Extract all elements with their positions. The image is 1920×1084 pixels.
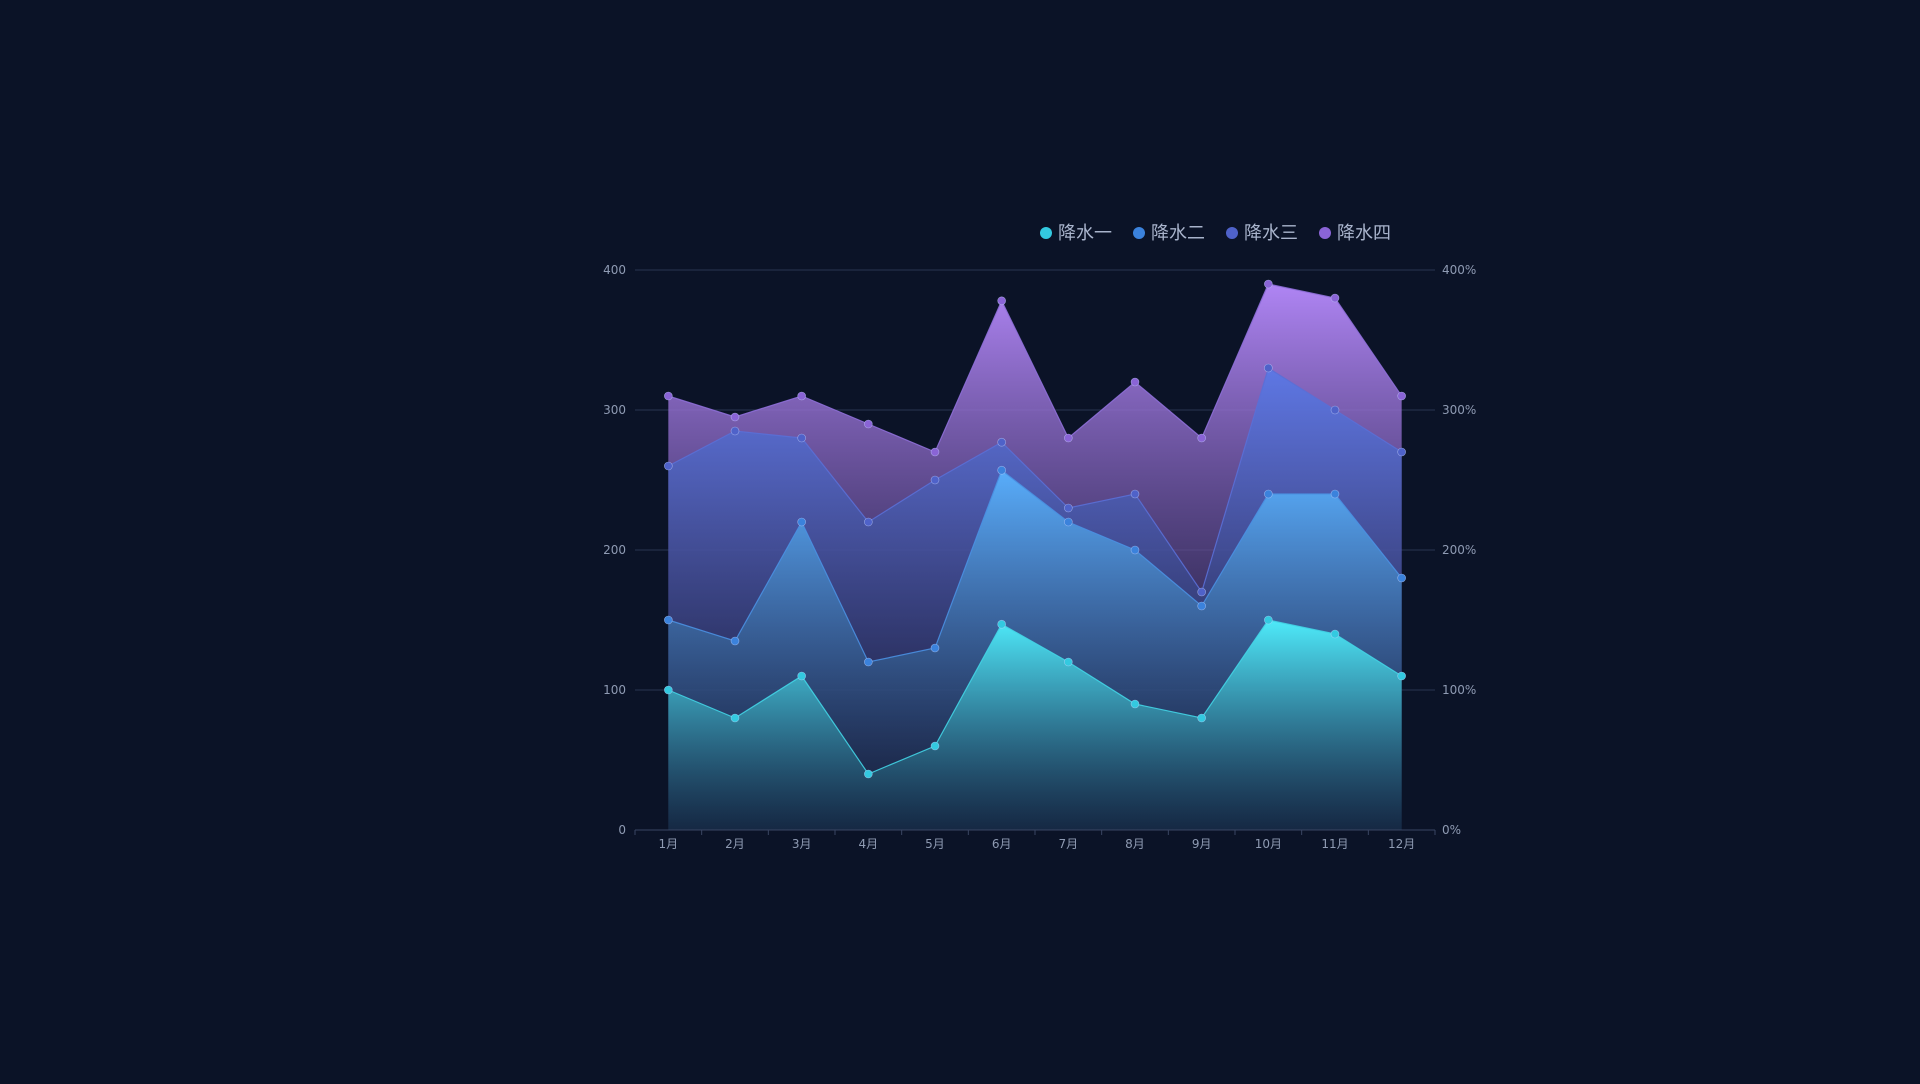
series-point [1130,699,1140,709]
legend: 降水一 降水二 降水三 降水四 [1040,223,1391,244]
series-line [668,469,1403,663]
series-point [997,465,1006,475]
series-point [664,615,673,625]
series-area [668,620,1402,830]
axes: 0 0% 100 100% 200 200% 300 300% 400 400% 1月 2月 3月 4月 5… [603,263,1476,851]
legend-marker [1226,227,1238,239]
y-left-tick-label: 200 [603,543,626,557]
series-point [1397,573,1406,583]
series-point [1064,503,1073,513]
x-tick-label: 10月 [1255,837,1282,851]
x-tick-label: 4月 [859,837,879,851]
series-point [1330,489,1340,499]
series-point [1130,545,1140,555]
y-right-tick-label: 300% [1442,403,1476,417]
y-left-tick-label: 300 [603,403,626,417]
series-point [864,517,873,527]
series-point [797,517,806,527]
series-point [1264,615,1273,625]
x-tick-label: 1月 [659,837,679,851]
x-tick-label: 12月 [1388,837,1415,851]
series-line [668,283,1403,453]
series-point [1197,601,1206,611]
legend-label: 降水一 [1058,223,1112,244]
series-line [668,367,1402,594]
y-left-tick-label: 0 [618,823,626,837]
legend-marker [1319,227,1331,239]
series-point [997,296,1006,306]
x-tick-label: 3月 [792,837,812,851]
series-line [668,619,1402,775]
series-point [1197,433,1206,443]
x-tick-label: 6月 [992,837,1012,851]
x-tick-label: 2月 [725,837,745,851]
series-point [730,713,740,723]
series-point [1197,713,1206,723]
series-point [797,391,806,401]
series-point [1330,629,1340,639]
series-point [1130,377,1140,387]
series-point [930,447,940,457]
series-point [664,391,673,401]
series-point [997,619,1006,629]
legend-marker [1133,227,1145,239]
y-right-tick-label: 100% [1442,683,1476,697]
series-point [1397,391,1406,401]
series-point [930,643,940,653]
x-tick-label: 9月 [1192,837,1212,851]
legend-label: 降水二 [1151,223,1205,244]
x-tick-label: 7月 [1059,837,1079,851]
series-point [1264,489,1273,499]
series-point [1330,293,1340,303]
series-point [930,475,940,485]
series-point [664,685,673,695]
y-right-tick-label: 400% [1442,263,1476,277]
series-point [864,419,873,429]
x-tick-label: 8月 [1125,837,1145,851]
series-point [930,741,940,751]
area-series [668,283,1403,830]
series-point [797,671,806,681]
series-point [730,636,740,646]
data-points [664,279,1406,779]
series-point [1064,517,1073,527]
series-point [1130,489,1140,499]
series-point [730,412,740,422]
series-point [730,426,740,436]
series-point [1397,447,1406,457]
legend-label: 降水四 [1337,223,1391,244]
series-point [864,657,873,667]
series-point [1064,657,1073,667]
series-point [997,437,1006,447]
y-right-tick-label: 0% [1442,823,1461,837]
series-point [864,769,873,779]
series-point [664,461,673,471]
series-point [1264,363,1273,373]
series-point [1397,671,1406,681]
series-point [1064,433,1073,443]
y-left-tick-label: 100 [603,683,626,697]
y-left-tick-label: 400 [603,263,626,277]
y-right-tick-label: 200% [1442,543,1476,557]
series-point [1330,405,1340,415]
legend-label: 降水三 [1244,223,1298,244]
x-tick-label: 5月 [925,837,945,851]
series-point [1197,587,1206,597]
legend-marker [1040,227,1052,239]
series-point [1264,279,1273,289]
series-point [797,433,806,443]
x-tick-label: 11月 [1321,837,1348,851]
